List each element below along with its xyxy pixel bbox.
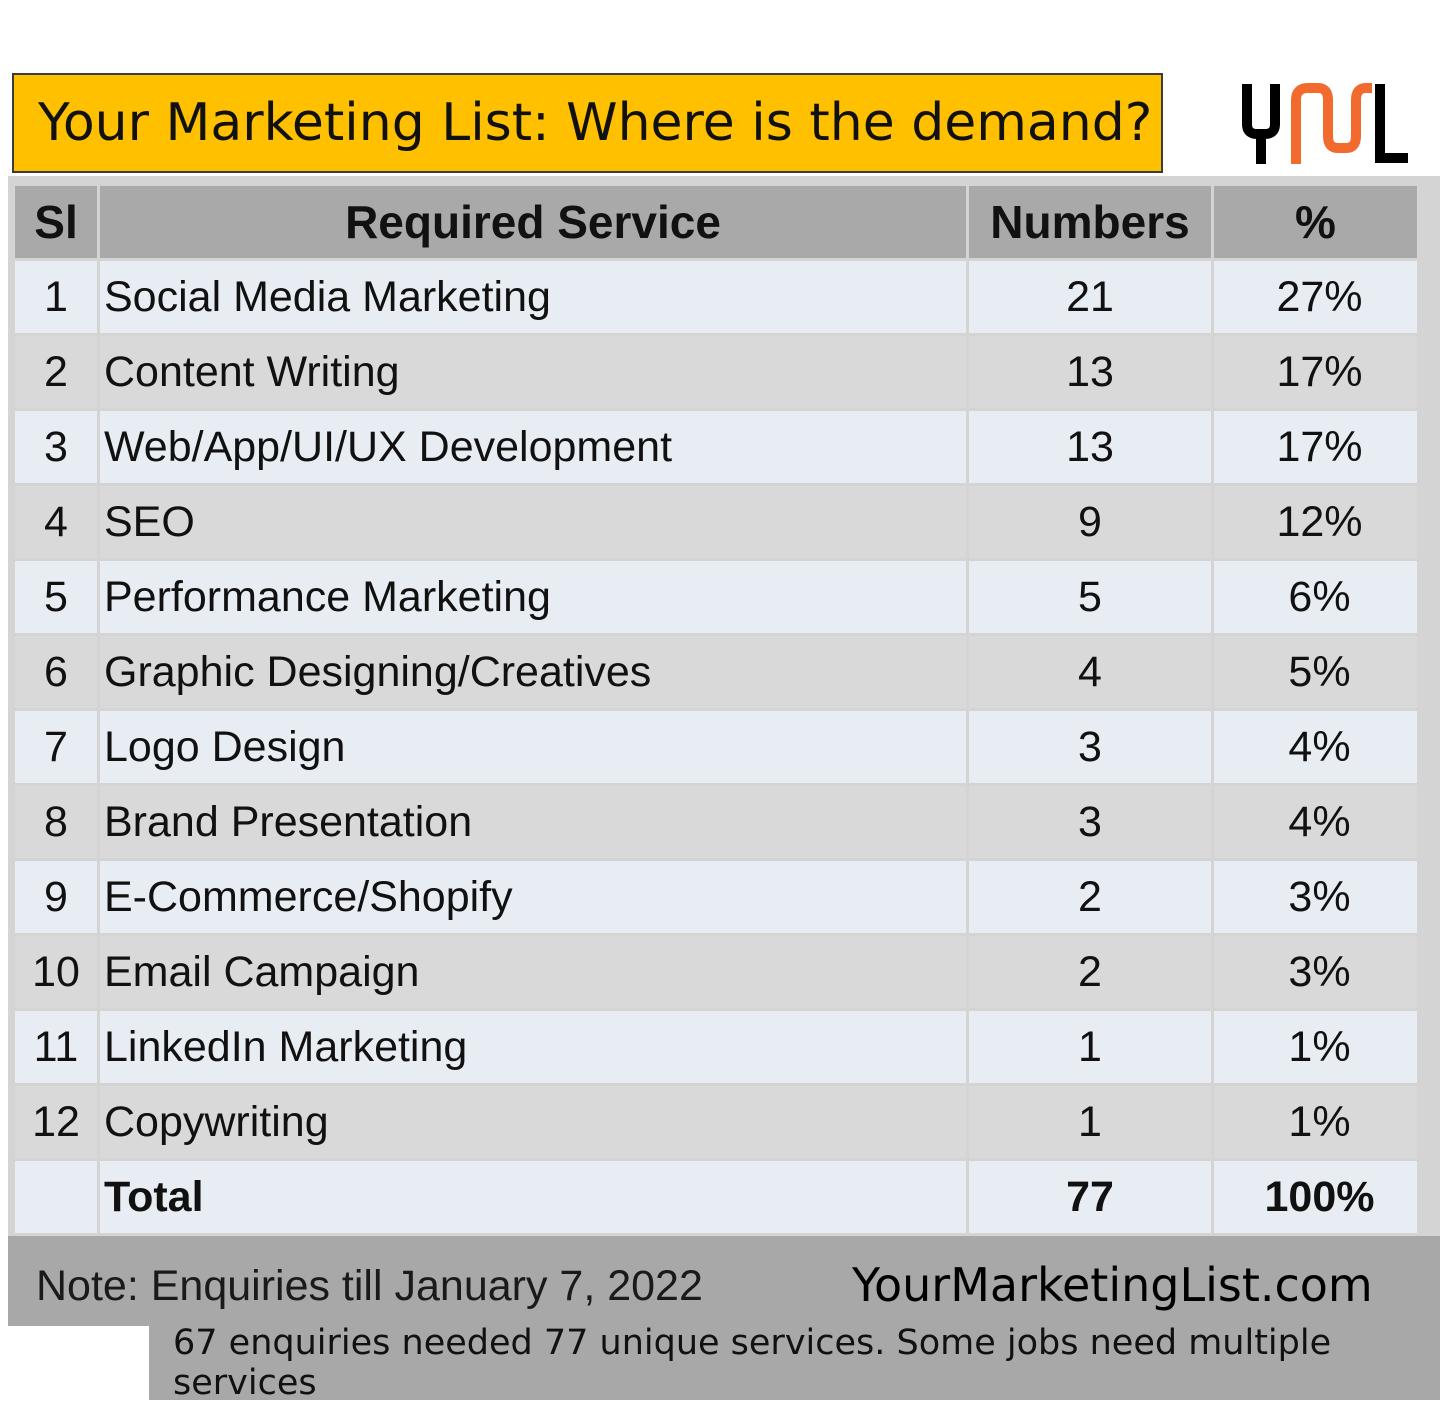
table-row-10-sl: 10 [15, 936, 97, 1008]
total-row-service: Total [100, 1161, 966, 1233]
header-numbers: Numbers [969, 186, 1211, 258]
services-table: Sl Required Service Numbers % 1 Social Me… [15, 186, 1417, 1233]
table-row-12-service: Copywriting [100, 1086, 966, 1158]
table-row-3-percent: 17% [1214, 411, 1417, 483]
table-row-11-sl: 11 [15, 1011, 97, 1083]
note-text: Note: Enquiries till January 7, 2022 [36, 1262, 703, 1310]
table-row-10-service: Email Campaign [100, 936, 966, 1008]
table-row-2-service: Content Writing [100, 336, 966, 408]
table-row-12-numbers: 1 [969, 1086, 1211, 1158]
table-row-7-numbers: 3 [969, 711, 1211, 783]
table-row-6-service: Graphic Designing/Creatives [100, 636, 966, 708]
table-row-5-numbers: 5 [969, 561, 1211, 633]
table-row-8-numbers: 3 [969, 786, 1211, 858]
table-row-4-sl: 4 [15, 486, 97, 558]
header-percent: % [1214, 186, 1417, 258]
table-row-5-sl: 5 [15, 561, 97, 633]
table-row-11-percent: 1% [1214, 1011, 1417, 1083]
table-row-8-percent: 4% [1214, 786, 1417, 858]
table-row-9-service: E-Commerce/Shopify [100, 861, 966, 933]
page-title: Your Marketing List: Where is the demand… [12, 73, 1163, 173]
table-row-8-service: Brand Presentation [100, 786, 966, 858]
table-row-3-service: Web/App/UI/UX Development [100, 411, 966, 483]
table-row-9-sl: 9 [15, 861, 97, 933]
table-row-9-numbers: 2 [969, 861, 1211, 933]
yml-logo-icon [1238, 80, 1408, 166]
total-row-numbers: 77 [969, 1161, 1211, 1233]
note-bar [8, 1236, 1440, 1326]
table-row-10-percent: 3% [1214, 936, 1417, 1008]
table-row-12-percent: 1% [1214, 1086, 1417, 1158]
table-row-6-sl: 6 [15, 636, 97, 708]
site-url: YourMarketingList.com [852, 1258, 1373, 1312]
total-row-percent: 100% [1214, 1161, 1417, 1233]
table-row-1-sl: 1 [15, 261, 97, 333]
table-row-3-numbers: 13 [969, 411, 1211, 483]
table-row-7-service: Logo Design [100, 711, 966, 783]
table-row-11-numbers: 1 [969, 1011, 1211, 1083]
table-row-8-sl: 8 [15, 786, 97, 858]
table-row-7-sl: 7 [15, 711, 97, 783]
header-service: Required Service [100, 186, 966, 258]
header-sl: Sl [15, 186, 97, 258]
table-row-3-sl: 3 [15, 411, 97, 483]
table-row-1-service: Social Media Marketing [100, 261, 966, 333]
table-row-7-percent: 4% [1214, 711, 1417, 783]
table-row-1-numbers: 21 [969, 261, 1211, 333]
table-row-6-numbers: 4 [969, 636, 1211, 708]
caption: 67 enquiries needed 77 unique services. … [149, 1323, 1440, 1403]
table-row-12-sl: 12 [15, 1086, 97, 1158]
table-row-2-sl: 2 [15, 336, 97, 408]
table-row-1-percent: 27% [1214, 261, 1417, 333]
total-row-sl [15, 1161, 97, 1233]
table-row-4-numbers: 9 [969, 486, 1211, 558]
table-row-2-numbers: 13 [969, 336, 1211, 408]
table-row-9-percent: 3% [1214, 861, 1417, 933]
table-row-4-percent: 12% [1214, 486, 1417, 558]
table-row-10-numbers: 2 [969, 936, 1211, 1008]
table-row-5-service: Performance Marketing [100, 561, 966, 633]
table-row-5-percent: 6% [1214, 561, 1417, 633]
table-row-2-percent: 17% [1214, 336, 1417, 408]
table-row-4-service: SEO [100, 486, 966, 558]
table-row-6-percent: 5% [1214, 636, 1417, 708]
table-row-11-service: LinkedIn Marketing [100, 1011, 966, 1083]
